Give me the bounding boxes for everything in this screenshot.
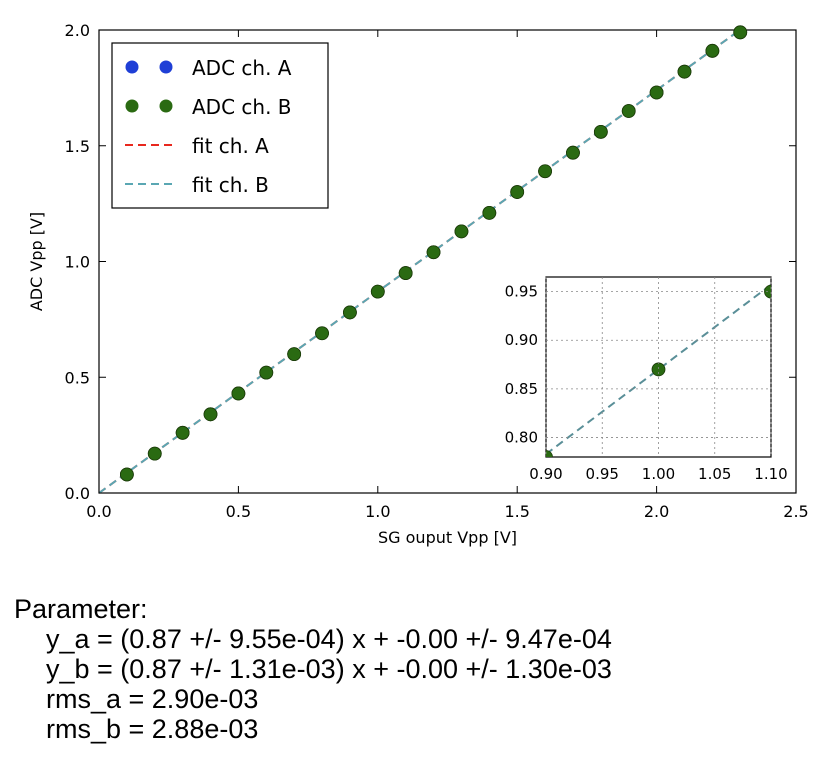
inset-y-tick-label: 0.85 (505, 380, 538, 398)
data-point-b (677, 64, 692, 79)
data-point-b (203, 407, 218, 422)
inset-chart: 0.90 0.95 1.00 1.05 1.10 0.80 0.85 0.90 0.95 (505, 276, 788, 483)
y-tick-label: 0.0 (65, 484, 90, 503)
data-point-b (482, 205, 497, 220)
inset-fit-line (546, 283, 771, 455)
data-point-b (593, 124, 608, 139)
legend-box (111, 42, 329, 209)
data-point-b (426, 245, 441, 260)
y-tick-label: 1.0 (65, 253, 90, 272)
x-tick-label: 1.5 (504, 502, 529, 521)
rms-a: rms_a = 2.90e-03 (46, 684, 259, 714)
data-point-b (705, 43, 720, 58)
parameter-heading: Parameter: (14, 594, 148, 624)
inset-y-tick-label: 0.90 (505, 331, 538, 349)
data-point-b (147, 446, 162, 461)
legend-label: fit ch. B (192, 173, 269, 197)
data-point-b (315, 326, 329, 341)
legend-marker (125, 99, 139, 113)
inset-data-point (546, 450, 553, 457)
data-point-b (231, 386, 246, 401)
data-point-b (510, 185, 525, 199)
legend: ADC ch. A ADC ch. B fit ch. A fit ch. B (111, 42, 329, 209)
data-point-b (649, 85, 664, 100)
inset-x-tick-label: 0.95 (586, 465, 619, 483)
figure: 0.0 0.5 1.0 1.5 2.0 2.5 0.0 0.5 1.0 1.5 2.0 SG oupu… (27, 21, 809, 547)
data-point-b (621, 104, 636, 118)
y-tick-label: 2.0 (65, 21, 90, 40)
y-tick-label: 0.5 (65, 368, 90, 387)
x-tick-label: 2.5 (783, 502, 808, 521)
fit-equation-b: y_b = (0.87 +/- 1.31e-03) x + -0.00 +/- … (46, 654, 612, 684)
data-point-b (454, 224, 469, 239)
legend-marker (125, 60, 139, 74)
inset-x-tick-label: 0.90 (529, 465, 562, 483)
data-point-b (566, 145, 580, 160)
data-point-b (343, 305, 357, 320)
data-point-b (370, 284, 385, 299)
x-tick-label: 0.5 (226, 502, 251, 521)
x-tick-label: 1.0 (365, 502, 390, 521)
x-tick-label: 2.0 (644, 502, 669, 521)
y-tick-label: 1.5 (65, 137, 90, 156)
data-point-b (119, 467, 134, 482)
inset-y-tick-label: 0.80 (505, 429, 538, 447)
inset-x-tick-label: 1.05 (698, 465, 731, 483)
fit-equation-a: y_a = (0.87 +/- 9.55e-04) x + -0.00 +/- … (46, 624, 612, 654)
data-point-b (175, 425, 190, 440)
data-point-b (538, 164, 552, 179)
x-axis-label: SG ouput Vpp [V] (378, 528, 517, 547)
data-point-b (733, 25, 748, 40)
legend-label: ADC ch. B (192, 95, 292, 119)
data-point-b (287, 347, 302, 362)
parameter-block: Parameter: y_a = (0.87 +/- 9.55e-04) x +… (14, 594, 612, 744)
rms-b: rms_b = 2.88e-03 (46, 714, 259, 744)
y-axis-label: ADC Vpp [V] (27, 212, 46, 311)
inset-x-tick-label: 1.00 (642, 465, 675, 483)
data-point-b (398, 266, 413, 280)
x-tick-label: 0.0 (86, 502, 111, 521)
legend-marker (159, 60, 173, 74)
data-point-b (259, 365, 274, 380)
inset-x-tick-label: 1.10 (754, 465, 787, 483)
inset-y-tick-label: 0.95 (505, 283, 538, 301)
legend-label: ADC ch. A (192, 56, 292, 80)
legend-marker (159, 99, 173, 113)
main-chart: 0.0 0.5 1.0 1.5 2.0 2.5 0.0 0.5 1.0 1.5 2.0 SG oupu… (27, 21, 809, 547)
legend-label: fit ch. A (192, 134, 269, 158)
